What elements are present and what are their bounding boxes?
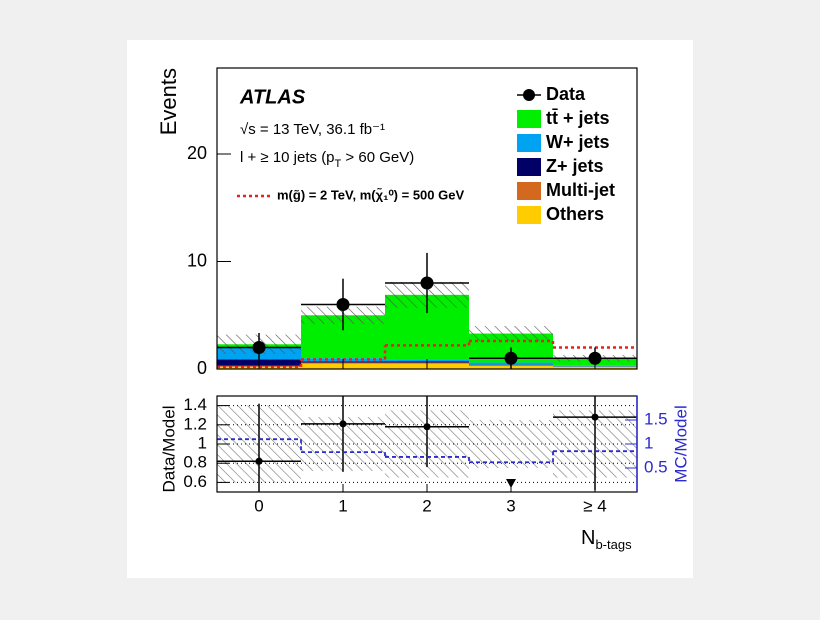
- x-tick-label: 0: [254, 496, 263, 515]
- data-point: [588, 351, 602, 365]
- ratio-point: [423, 423, 431, 431]
- legend-swatch: [517, 110, 541, 128]
- ratio-point: [591, 413, 599, 421]
- ratio-point: [339, 420, 347, 428]
- selection-subscript: T: [335, 158, 342, 170]
- ratio-y2-axis-label: MC/Model: [671, 405, 690, 482]
- data-point: [336, 298, 350, 311]
- x-tick-label: 2: [422, 496, 431, 515]
- ratio-y2-tick-label: 1: [644, 433, 653, 452]
- ratio-y-tick-label: 1.4: [183, 395, 207, 414]
- ratio-y2-tick-label: 0.5: [644, 457, 668, 476]
- legend-label: Data: [546, 84, 586, 104]
- uncertainty-band: [469, 326, 553, 342]
- x-axis-label: Nb-tags: [581, 527, 632, 552]
- ratio-point: [255, 457, 263, 465]
- selection-part: l + ≥ 10 jets (p: [240, 149, 335, 166]
- legend-label: m(g̃) = 2 TeV, m(χ̃₁⁰) = 500 GeV: [277, 187, 464, 202]
- selection-part: > 60 GeV): [341, 149, 414, 166]
- x-label-main: N: [581, 527, 595, 549]
- y-tick-label: 0: [197, 358, 207, 378]
- legend-swatch: [517, 158, 541, 176]
- legend-data-marker: [523, 89, 535, 101]
- legend-swatch: [517, 206, 541, 224]
- ratio-offscale-marker: [506, 479, 516, 488]
- legend-label: Multi-jet: [546, 180, 615, 200]
- energy-label: √s = 13 TeV, 36.1 fb⁻¹: [240, 121, 385, 138]
- selection-label: l + ≥ 10 jets (pT > 60 GeV): [240, 149, 414, 170]
- experiment-label: ATLAS: [239, 86, 306, 108]
- x-label-subscript: b-tags: [595, 537, 632, 552]
- x-tick-label: 3: [506, 496, 515, 515]
- data-point: [420, 276, 434, 290]
- ratio-y-tick-label: 1.2: [183, 414, 207, 433]
- x-tick-label: 1: [338, 496, 347, 515]
- ratio-y-tick-label: 0.6: [183, 472, 207, 491]
- ratio-y2-tick-label: 1.5: [644, 409, 668, 428]
- main-frame: [216, 67, 638, 370]
- x-tick-label: ≥ 4: [583, 496, 607, 515]
- ratio-plot-area: [217, 396, 637, 492]
- ratio-y-axis-label: Data/Model: [159, 406, 178, 493]
- legend-swatch: [517, 182, 541, 200]
- legend-label: W+ jets: [546, 132, 610, 152]
- ratio-uncertainty-band: [469, 420, 553, 468]
- legend-label: Others: [546, 204, 604, 224]
- data-point: [252, 341, 266, 354]
- y-tick-label: 10: [187, 250, 207, 270]
- ratio-y-tick-label: 1: [198, 433, 207, 452]
- legend-label: Z+ jets: [546, 156, 604, 176]
- y-axis-label: Events: [156, 68, 181, 135]
- data-point: [504, 351, 518, 365]
- legend-label: tt̄ + jets: [546, 108, 610, 128]
- legend-swatch: [517, 134, 541, 152]
- y-tick-label: 20: [187, 143, 207, 163]
- ratio-y-tick-label: 0.8: [183, 453, 207, 472]
- legend: Data tt̄ + jets W+ jets Z+ jets Multi-jet Oth…: [237, 84, 615, 224]
